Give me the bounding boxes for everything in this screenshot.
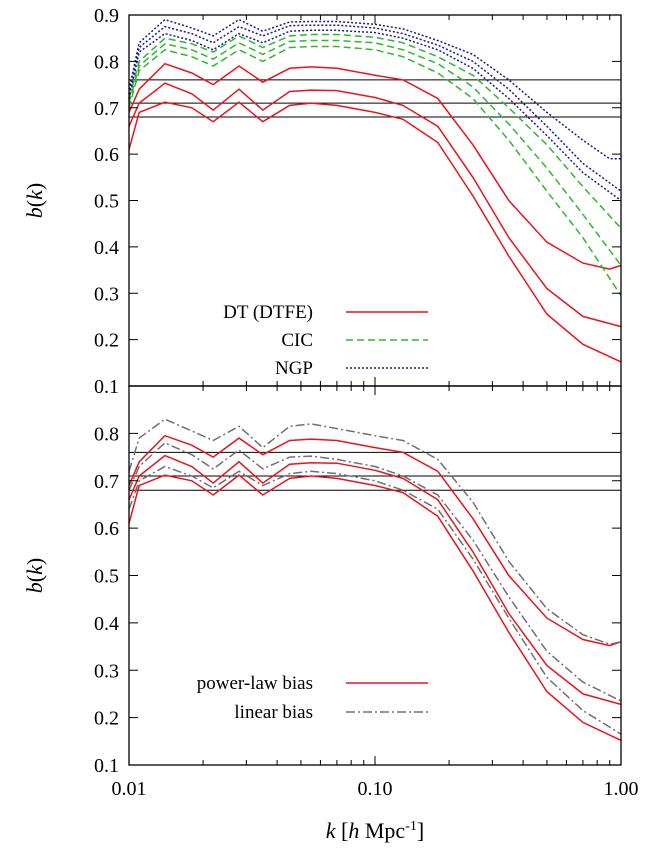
series-line-ngp-7 bbox=[128, 24, 622, 192]
y-tick-label: 0.9 bbox=[94, 5, 119, 27]
series-line-linear-bias-3 bbox=[128, 465, 622, 735]
series-line-linear-bias-4 bbox=[128, 442, 622, 702]
x-tick-label: 1.00 bbox=[604, 778, 639, 800]
series-line-dt-dtfe--0 bbox=[128, 101, 622, 363]
y-tick-label: 0.8 bbox=[94, 423, 119, 445]
series-line-dt-dtfe--1 bbox=[128, 82, 622, 328]
plot-frame bbox=[128, 14, 622, 387]
legend-label: power-law bias bbox=[197, 673, 313, 694]
y-tick-label: 0.6 bbox=[94, 144, 119, 166]
x-tick-label: 0.01 bbox=[112, 778, 147, 800]
y-tick-label: 0.7 bbox=[94, 471, 119, 493]
series-line-power-law-bias-1 bbox=[128, 454, 622, 706]
y-tick-label: 0.2 bbox=[94, 330, 119, 352]
series-line-cic-4 bbox=[128, 39, 622, 266]
top-panel: 0.1 0.2 0.3 0.4 0.5 0.6 0.7 0.8 0.9 b(k) DT (DTFE)… bbox=[22, 5, 622, 398]
y-tick-label: 0.4 bbox=[94, 237, 119, 259]
y-tick-label: 0.5 bbox=[94, 191, 119, 213]
y-tick-label: 0.7 bbox=[94, 98, 119, 120]
series-line-dt-dtfe--2 bbox=[128, 62, 622, 270]
legend-label: CIC bbox=[281, 330, 313, 351]
x-tick-label: 0.10 bbox=[358, 778, 393, 800]
series-line-cic-5 bbox=[128, 33, 622, 229]
legend-label: NGP bbox=[275, 358, 313, 379]
y-tick-label: 0.3 bbox=[94, 283, 119, 305]
x-axis-label: k [h Mpc-1] bbox=[326, 818, 424, 843]
y-axis-label: b(k) bbox=[22, 558, 47, 593]
series-line-power-law-bias-2 bbox=[128, 434, 622, 647]
y-tick-label: 0.1 bbox=[94, 376, 119, 398]
bottom-panel: 0.1 0.2 0.3 0.4 0.5 0.6 0.7 0.8 0.01 0.10 1.00 k [h… bbox=[22, 385, 639, 843]
plot-frame bbox=[128, 385, 622, 766]
y-tick-label: 0.4 bbox=[94, 613, 119, 635]
series-line-linear-bias-5 bbox=[128, 418, 622, 645]
y-tick-label: 0.1 bbox=[94, 755, 119, 777]
y-tick-label: 0.6 bbox=[94, 518, 119, 540]
legend-label: DT (DTFE) bbox=[223, 302, 313, 323]
series-line-ngp-6 bbox=[128, 29, 622, 202]
series-line-power-law-bias-0 bbox=[128, 474, 622, 742]
y-tick-label: 0.8 bbox=[94, 51, 119, 73]
y-tick-label: 0.2 bbox=[94, 708, 119, 730]
y-tick-label: 0.3 bbox=[94, 660, 119, 682]
legend-label: linear bias bbox=[234, 702, 313, 723]
series-line-ngp-8 bbox=[128, 18, 621, 160]
y-axis-label: b(k) bbox=[22, 183, 47, 218]
series-line-cic-3 bbox=[128, 45, 622, 297]
y-tick-label: 0.5 bbox=[94, 566, 119, 588]
